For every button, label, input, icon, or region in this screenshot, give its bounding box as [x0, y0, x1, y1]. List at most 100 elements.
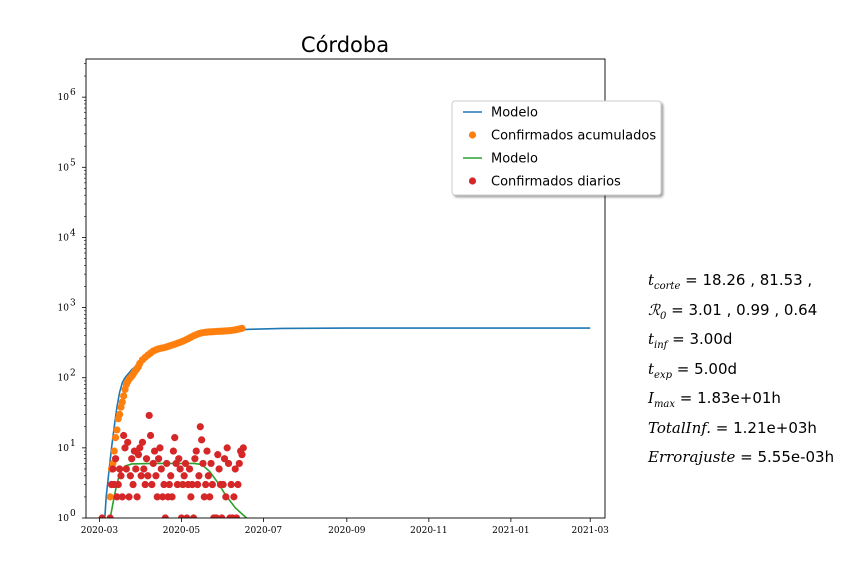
stat-value: = 1.21e+03h [711, 418, 817, 437]
data-point [238, 324, 246, 332]
axis-ticks: 2020-03 2020-05 2020-07 2020-09 2020-11 2021-… [58, 63, 609, 536]
data-point [111, 455, 120, 463]
x-tick-label: 2020-11 [410, 526, 447, 536]
data-point [152, 472, 160, 480]
data-point [181, 459, 190, 468]
stat-value: = 3.01 , 0.99 , 0.64 [666, 300, 818, 319]
data-point [212, 514, 221, 518]
data-point [195, 472, 203, 480]
stat-line: Imax = 1.83e+01h [648, 384, 834, 414]
stat-value: = 18.26 , 81.53 , [680, 271, 813, 289]
data-point [121, 444, 129, 452]
data-point [110, 447, 118, 455]
data-point [98, 514, 106, 518]
axes-frame [85, 58, 606, 519]
data-point [191, 455, 199, 463]
legend-label: Confirmados acumulados [491, 129, 656, 144]
data-point [179, 480, 187, 489]
data-point [120, 392, 128, 400]
chart-title: Córdoba [301, 33, 389, 57]
y-tick-label: 10 [58, 93, 70, 103]
data-point [125, 493, 133, 501]
legend-label: Modelo [491, 106, 538, 121]
series-line-0 [104, 327, 591, 518]
stat-variable: t [648, 330, 655, 348]
data-point [183, 514, 191, 518]
y-tick-exponent: 0 [70, 509, 76, 519]
data-point [153, 493, 161, 501]
data-point [199, 459, 207, 468]
data-point [118, 398, 126, 406]
stat-line: ℛ0 = 3.01 , 0.99 , 0.64 [648, 296, 834, 326]
stat-variable: TotalInf. [648, 418, 712, 437]
data-point [122, 465, 130, 473]
x-tick-label: 2020-07 [245, 526, 283, 536]
data-point [117, 472, 125, 480]
data-point [146, 431, 155, 440]
x-tick-label: 2020-09 [328, 526, 366, 536]
data-point [192, 447, 200, 455]
data-point [239, 444, 247, 452]
data-point [124, 438, 132, 446]
data-point [165, 480, 173, 489]
stat-variable: Errorajuste [648, 448, 736, 466]
y-tick-label: 10 [58, 514, 70, 524]
data-point [116, 465, 124, 473]
y-tick-label: 10 [58, 233, 70, 243]
data-point [206, 493, 214, 501]
data-point [238, 451, 246, 459]
stat-value: = 1.83e+01h [675, 389, 781, 407]
data-point [156, 444, 164, 452]
data-point [196, 423, 204, 431]
y-tick-label: 10 [58, 163, 70, 173]
data-point [140, 465, 148, 473]
data-point [215, 465, 223, 473]
data-point [171, 434, 179, 442]
data-point [177, 514, 186, 518]
data-point [133, 493, 141, 501]
data-point [106, 493, 114, 501]
data-point [188, 480, 196, 489]
x-tick-label: 2021-01 [492, 526, 529, 536]
data-point [129, 480, 137, 489]
stat-subscript: max [653, 399, 676, 410]
stat-line: Errorajuste = 5.55e-03h [648, 443, 834, 473]
data-point [136, 444, 144, 452]
data-point [161, 514, 169, 518]
data-point [168, 493, 176, 501]
data-point [235, 459, 243, 468]
data-point [142, 455, 151, 463]
data-point [189, 514, 198, 518]
data-point [203, 447, 211, 455]
data-point [126, 472, 134, 480]
data-point [175, 455, 183, 463]
data-point [138, 438, 147, 446]
data-point [180, 472, 188, 480]
data-point [185, 465, 194, 473]
data-point [111, 434, 120, 442]
stat-subscript: corte [654, 281, 681, 292]
legend-dot-marker [468, 131, 477, 139]
fit-statistics: t corte = 18.26 , 81.53 , ℛ0 = 3.01 , 0.99… [648, 266, 834, 473]
x-tick-label: 2020-05 [163, 526, 201, 536]
data-point [198, 436, 206, 444]
data-point [204, 472, 212, 480]
data-point [113, 426, 121, 434]
data-point [134, 451, 143, 459]
y-tick-exponent: 2 [70, 369, 76, 379]
stat-subscript: 0 [659, 310, 667, 322]
data-point [202, 480, 210, 489]
y-tick-exponent: 1 [70, 439, 76, 449]
stat-subscript: inf [654, 340, 668, 351]
data-point [144, 472, 152, 480]
data-point [141, 480, 149, 489]
y-tick-exponent: 3 [70, 299, 76, 309]
stat-variable: ℛ [648, 300, 660, 319]
data-point [214, 451, 222, 459]
stat-value: = 5.55e-03h [735, 448, 835, 466]
data-point [231, 465, 239, 473]
data-point [208, 480, 216, 489]
y-tick-label: 10 [58, 304, 70, 314]
data-point [169, 447, 177, 455]
data-point [173, 480, 182, 489]
